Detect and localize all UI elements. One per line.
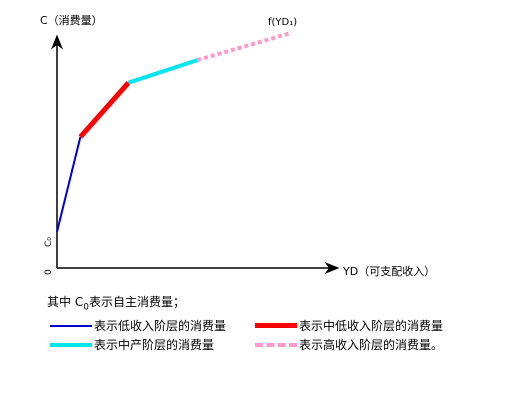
note-suffix: 表示自主消费量；: [88, 295, 185, 309]
note-subscript: 0: [83, 302, 89, 313]
legend-swatch-high-income: [255, 342, 297, 347]
legend-swatch-middle-class: [50, 342, 92, 347]
legend-lower-middle-income: 表示中低收入阶层的消费量: [255, 317, 443, 334]
series-line-3: [196, 31, 292, 63]
legend-label-high-income: 表示高收入阶层的消费量。: [299, 338, 444, 352]
note-prefix: 其中 C: [47, 295, 84, 309]
legend-swatch-low-income: [50, 324, 92, 327]
series-line-1: [78, 81, 131, 139]
legend-swatch-lower-middle-income: [255, 323, 297, 328]
legend-label-low-income: 表示低收入阶层的消费量: [94, 319, 227, 333]
legend-label-middle-class: 表示中产阶层的消费量: [94, 338, 215, 352]
series-line-0: [56, 136, 82, 233]
y-axis-label: C（消费量）: [40, 13, 103, 27]
legend-label-lower-middle-income: 表示中低收入阶层的消费量: [299, 319, 444, 333]
curve-label: f(YD₁): [268, 17, 297, 28]
origin-label: 0: [44, 269, 54, 275]
legend-low-income: 表示低收入阶层的消费量: [50, 317, 226, 334]
y-label-c0: C₀: [44, 237, 54, 247]
x-axis-label: YD（可支配收入）: [342, 264, 435, 278]
series-line-2: [127, 58, 198, 85]
series-layer: [56, 31, 292, 233]
legend-middle-class: 表示中产阶层的消费量: [50, 336, 214, 353]
legend-high-income: 表示高收入阶层的消费量。: [255, 336, 443, 353]
autonomous-consumption-note: 其中 C0表示自主消费量；: [47, 293, 185, 312]
